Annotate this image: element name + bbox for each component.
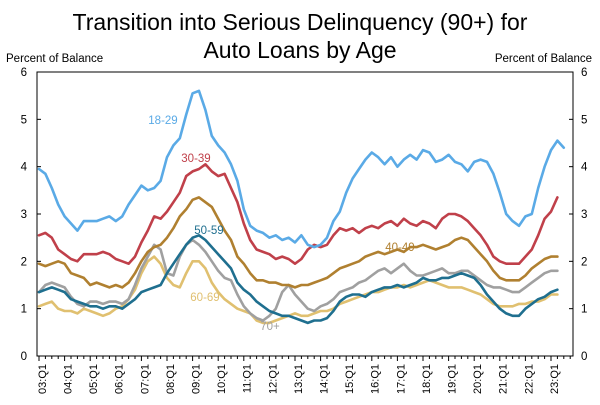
y-axis-label-right: Percent of Balance [495,53,592,65]
y-axis-ticks: 0 0 1 1 2 2 3 3 4 4 5 5 6 6 [21,67,588,363]
series-line-50-59 [37,234,559,325]
x-tick-label: 07:Q1 [139,364,151,394]
y-tick-label-right: 0 [581,351,587,363]
x-tick-label: 19:Q1 [447,364,459,394]
x-tick-label: 22:Q1 [523,364,535,394]
y-tick-label-left: 2 [21,256,27,268]
x-tick-label: 10:Q1 [216,364,228,394]
x-tick-label: 18:Q1 [421,364,433,394]
y-tick-label-right: 3 [581,209,587,221]
x-tick-label: 08:Q1 [165,364,177,394]
y-tick-label-left: 4 [21,162,28,174]
series-labels: 18-29 30-39 40-49 50-59 60-69 70+ [148,115,414,333]
x-tick-label: 20:Q1 [472,364,484,394]
x-tick-label: 04:Q1 [63,364,75,394]
y-axis-label-left: Percent of Balance [6,53,103,65]
x-tick-label: 03:Q1 [37,364,49,394]
x-axis-ticks: 03:Q1 04:Q1 05:Q1 06:Q1 07:Q1 08:Q1 09:Q1 10:Q1… [37,356,571,394]
y-tick-label-left: 0 [21,351,27,363]
x-tick-label: 14:Q1 [319,364,331,394]
series-label-60-69: 60-69 [190,292,219,304]
chart-title-line-1: Transition into Serious Delinquency (90+… [73,9,528,35]
x-tick-label: 23:Q1 [549,364,561,394]
series-line-18-29 [37,89,566,249]
chart-title-line-2: Auto Loans by Age [203,37,396,63]
series-label-18-29: 18-29 [148,115,177,127]
series-label-70plus: 70+ [260,321,280,333]
series-label-30-39: 30-39 [181,153,210,165]
x-tick-label: 15:Q1 [344,364,356,394]
y-tick-label-right: 1 [581,304,587,316]
x-tick-label: 13:Q1 [293,364,305,394]
x-tick-label: 21:Q1 [498,364,510,394]
y-tick-label-left: 6 [21,67,27,79]
y-tick-label-left: 3 [21,209,27,221]
series-label-50-59: 50-59 [194,225,223,237]
series-line-60-69 [37,255,559,325]
series-line-30-39 [37,163,559,266]
x-tick-label: 17:Q1 [395,364,407,394]
x-tick-label: 05:Q1 [88,364,100,394]
plot-frame [36,71,574,357]
y-tick-label-left: 5 [21,114,27,126]
y-tick-label-right: 5 [581,114,587,126]
x-tick-label: 11:Q1 [242,364,254,393]
y-tick-label-right: 2 [581,256,587,268]
y-tick-label-left: 1 [21,304,27,316]
x-tick-label: 06:Q1 [114,364,126,394]
y-tick-label-right: 6 [581,67,587,79]
series-label-40-49: 40-49 [385,242,414,254]
series-line-70plus [37,238,559,322]
x-tick-label: 16:Q1 [370,364,382,394]
series-line-40-49 [37,196,559,289]
x-tick-label: 12:Q1 [267,364,279,394]
y-tick-label-right: 4 [581,162,588,174]
x-tick-label: 09:Q1 [191,364,203,394]
series-lines [37,89,566,325]
